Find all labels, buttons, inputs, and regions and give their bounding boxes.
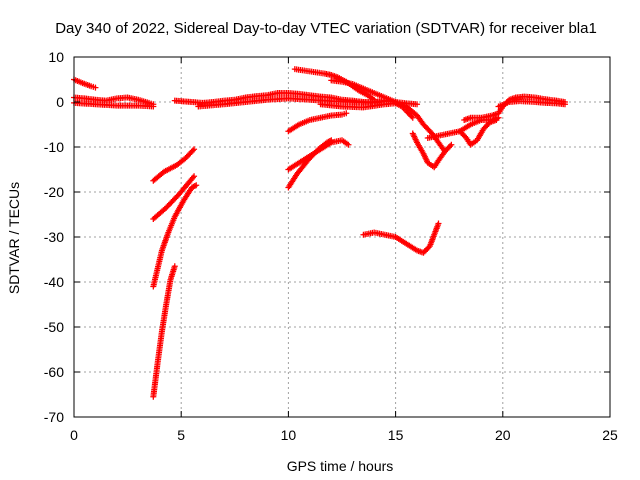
x-tick-label: 5 [177,427,185,443]
y-axis-label: SDTVAR / TECUs [6,182,22,294]
series-arc-14 [285,137,335,191]
series-arc-19 [461,93,568,123]
x-axis-label: GPS time / hours [287,458,394,474]
data-point-marker [448,141,455,148]
x-tick-label: 20 [495,427,511,443]
data-point-marker [150,103,157,110]
data-point-marker [189,147,196,154]
series-arc-13 [285,137,352,173]
x-tick-label: 10 [281,427,297,443]
data-point-marker [493,117,500,123]
series-arc-16 [409,130,455,171]
data-point-marker [193,182,200,189]
data-point-marker [435,220,442,227]
series-arc-21 [360,220,442,256]
y-tick-label: -10 [44,139,64,155]
y-tick-label: 10 [48,49,64,65]
data-series [71,66,568,400]
data-point-marker [328,137,335,144]
data-point-marker [191,146,198,153]
series-arc-09 [195,95,388,110]
series-arc-03 [71,99,157,110]
x-tick-label: 15 [388,427,404,443]
data-point-marker [191,173,198,180]
data-point-marker [371,96,378,103]
y-tick-label: -40 [44,274,64,290]
y-tick-label: -70 [44,409,64,425]
x-tick-label: 25 [602,427,618,443]
series-arc-15 [317,100,416,121]
y-tick-label: -50 [44,319,64,335]
series-arc-20 [495,98,568,110]
data-point-marker [92,84,99,91]
series-arc-01 [71,76,99,91]
data-point-marker [409,114,416,121]
chart-title: Day 340 of 2022, Sidereal Day-to-day VTE… [55,20,597,37]
series-arc-07 [150,263,178,400]
y-tick-label: -60 [44,364,64,380]
x-tick-label: 0 [70,427,78,443]
axis-ticks: 0 5 10 15 20 25 10 0 -10 -20 -30 -40 -50 -60 -70 [44,49,618,443]
series-arc-12 [285,110,350,135]
grid-lines [74,57,610,417]
y-tick-label: 0 [56,94,64,110]
series-arc-10 [291,66,378,103]
y-tick-label: -20 [44,184,64,200]
series-arc-04 [150,146,198,184]
series-arc-18 [456,117,500,148]
data-point-marker [171,263,178,270]
data-point-marker [345,141,352,148]
series-arc-05 [150,173,198,222]
data-point-marker [561,101,568,108]
series-arc-06 [150,182,200,290]
y-tick-label: -30 [44,229,64,245]
data-point-marker [414,101,421,108]
data-point-marker [343,110,350,117]
